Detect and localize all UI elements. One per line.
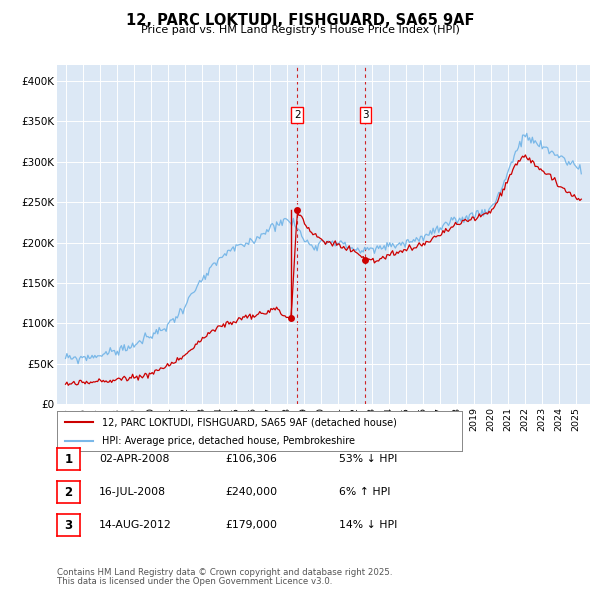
Text: 53% ↓ HPI: 53% ↓ HPI <box>339 454 397 464</box>
Text: £240,000: £240,000 <box>225 487 277 497</box>
Text: 02-APR-2008: 02-APR-2008 <box>99 454 169 464</box>
Text: 2: 2 <box>64 486 73 499</box>
Text: Price paid vs. HM Land Registry's House Price Index (HPI): Price paid vs. HM Land Registry's House … <box>140 25 460 35</box>
Text: 16-JUL-2008: 16-JUL-2008 <box>99 487 166 497</box>
Text: 1: 1 <box>64 453 73 466</box>
Text: 14-AUG-2012: 14-AUG-2012 <box>99 520 172 530</box>
Text: 12, PARC LOKTUDI, FISHGUARD, SA65 9AF (detached house): 12, PARC LOKTUDI, FISHGUARD, SA65 9AF (d… <box>101 418 397 428</box>
Text: 12, PARC LOKTUDI, FISHGUARD, SA65 9AF: 12, PARC LOKTUDI, FISHGUARD, SA65 9AF <box>126 13 474 28</box>
Text: 6% ↑ HPI: 6% ↑ HPI <box>339 487 391 497</box>
Text: £179,000: £179,000 <box>225 520 277 530</box>
Text: HPI: Average price, detached house, Pembrokeshire: HPI: Average price, detached house, Pemb… <box>101 437 355 446</box>
Text: Contains HM Land Registry data © Crown copyright and database right 2025.: Contains HM Land Registry data © Crown c… <box>57 568 392 577</box>
Text: 3: 3 <box>64 519 73 532</box>
Text: 14% ↓ HPI: 14% ↓ HPI <box>339 520 397 530</box>
Text: 3: 3 <box>362 110 369 120</box>
Text: 2: 2 <box>294 110 301 120</box>
Text: This data is licensed under the Open Government Licence v3.0.: This data is licensed under the Open Gov… <box>57 577 332 586</box>
Text: £106,306: £106,306 <box>225 454 277 464</box>
